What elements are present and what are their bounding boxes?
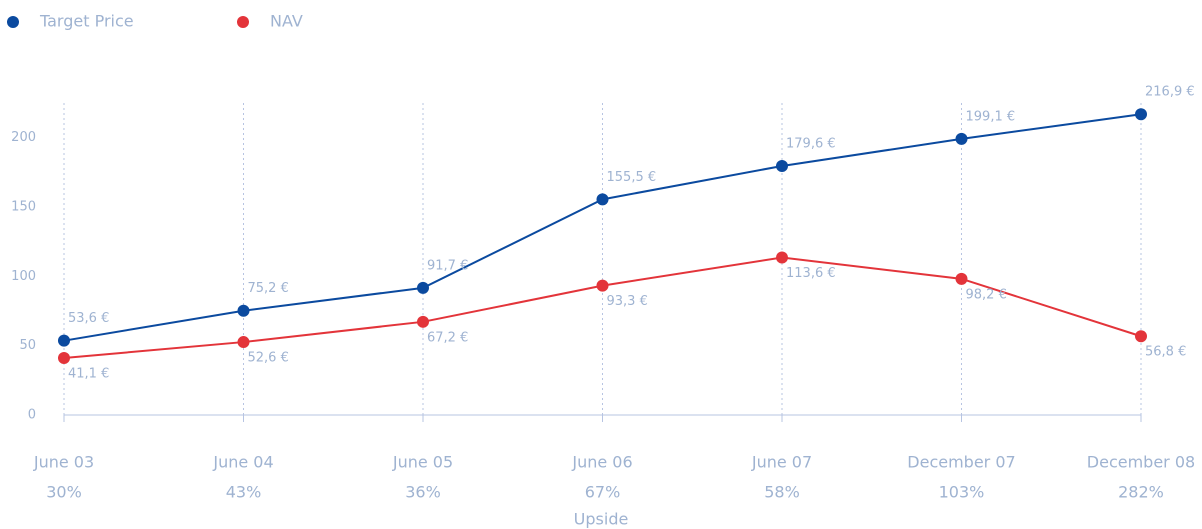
x-tick-label: June 03 xyxy=(33,453,94,472)
point xyxy=(596,193,609,206)
upside-label: 43% xyxy=(226,483,262,502)
y-tick-label: 200 xyxy=(11,130,36,145)
point xyxy=(1135,108,1147,121)
point xyxy=(417,281,429,294)
data-label: 53,6 € xyxy=(68,311,109,326)
x-tick-label: December 07 xyxy=(907,453,1015,472)
legend-label: Target Price xyxy=(39,12,134,31)
y-tick-label: 50 xyxy=(19,338,36,353)
upside-label: 30% xyxy=(46,483,82,502)
point xyxy=(58,334,70,347)
data-label: 75,2 € xyxy=(248,281,289,296)
point xyxy=(237,304,250,317)
data-label: 216,9 € xyxy=(1145,85,1195,100)
data-label: 41,1 € xyxy=(68,367,109,382)
y-tick-label: 0 xyxy=(28,408,36,423)
x-axis-title: Upside xyxy=(574,510,629,529)
data-label: 91,7 € xyxy=(427,258,468,273)
point xyxy=(955,272,968,285)
data-label: 52,6 € xyxy=(248,351,289,366)
y-tick-label: 150 xyxy=(11,200,36,215)
data-label: 113,6 € xyxy=(786,266,836,281)
data-label: 199,1 € xyxy=(966,109,1016,124)
x-tick-label: June 05 xyxy=(392,453,453,472)
legend-marker xyxy=(237,16,249,28)
data-label: 93,3 € xyxy=(607,294,648,309)
point xyxy=(237,336,250,349)
data-label: 67,2 € xyxy=(427,330,468,345)
x-tick-label: June 04 xyxy=(212,453,273,472)
point xyxy=(776,159,788,172)
point xyxy=(596,279,609,292)
x-tick-label: June 06 xyxy=(571,453,632,472)
upside-label: 282% xyxy=(1118,483,1164,502)
upside-label: 58% xyxy=(764,483,800,502)
point xyxy=(776,251,788,264)
upside-label: 36% xyxy=(405,483,441,502)
point xyxy=(955,132,968,145)
x-tick-label: June 07 xyxy=(751,453,812,472)
upside-label: 103% xyxy=(939,483,985,502)
upside-label: 67% xyxy=(585,483,621,502)
data-label: 56,8 € xyxy=(1145,345,1186,360)
data-label: 155,5 € xyxy=(607,170,657,185)
point xyxy=(58,352,70,365)
data-label: 179,6 € xyxy=(786,136,836,151)
legend-label: NAV xyxy=(270,12,303,31)
y-tick-label: 100 xyxy=(11,269,36,284)
point xyxy=(417,315,429,328)
line xyxy=(63,256,1142,360)
x-tick-label: December 08 xyxy=(1087,453,1195,472)
point xyxy=(1135,330,1147,343)
data-label: 98,2 € xyxy=(966,287,1007,302)
legend-marker xyxy=(7,16,19,28)
